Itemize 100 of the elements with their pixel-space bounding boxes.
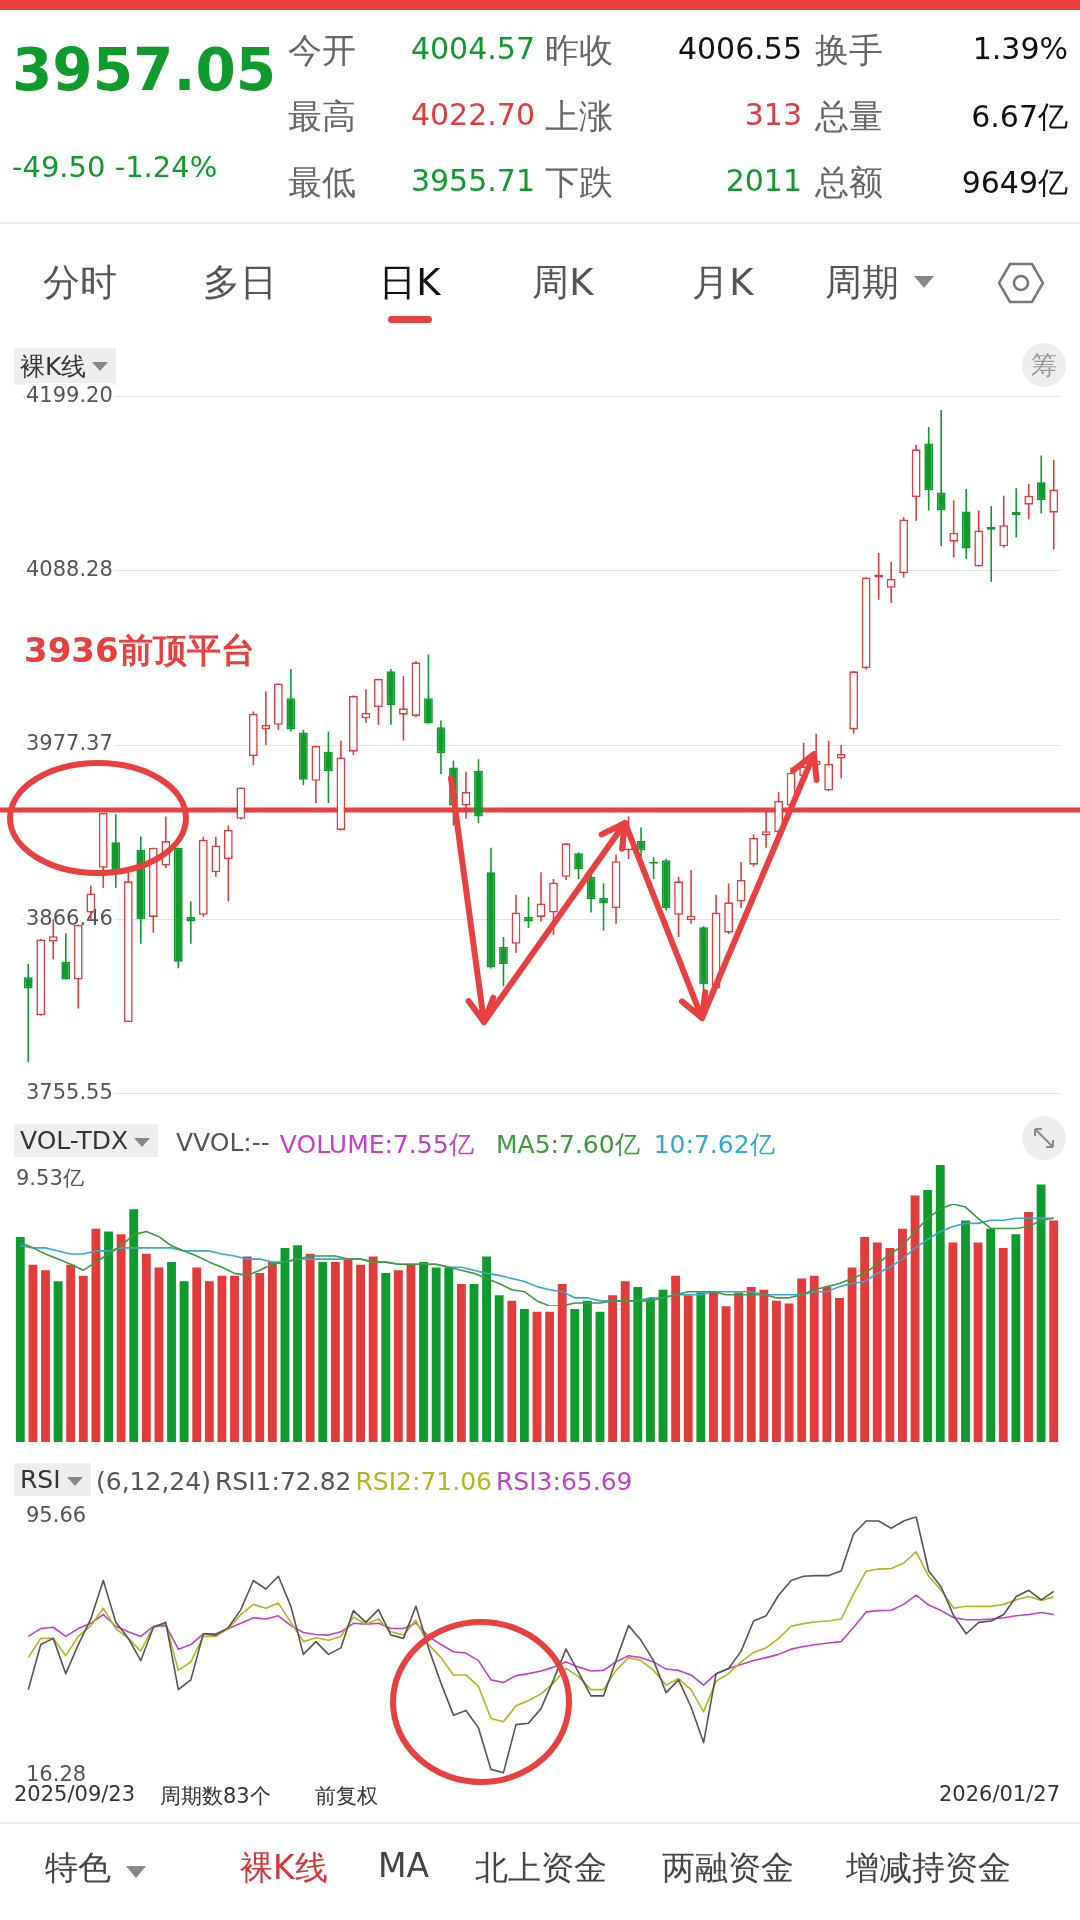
candlestick <box>1024 482 1034 521</box>
bar <box>671 1275 681 1442</box>
bar <box>255 1273 265 1442</box>
bar <box>646 1297 655 1442</box>
bar <box>293 1245 302 1442</box>
text: 2011 <box>725 163 802 198</box>
text: 周K <box>531 260 595 306</box>
bar <box>104 1231 113 1442</box>
candlestick <box>824 739 834 792</box>
y-tick-label: 4088.28 <box>26 557 113 582</box>
text: 下跌 <box>545 161 613 204</box>
bar <box>923 1189 933 1442</box>
candlestick <box>361 688 371 724</box>
text: RSI3:65.69 <box>495 1467 633 1496</box>
bar <box>305 1253 315 1442</box>
bar <box>406 1264 416 1442</box>
candlestick <box>211 835 221 878</box>
chart-subtitle: (6,12,24) <box>96 1467 211 1496</box>
bar <box>192 1267 202 1442</box>
bar <box>330 1261 340 1442</box>
bar <box>734 1292 744 1442</box>
candlestick <box>586 873 596 914</box>
text: 总量 <box>815 95 883 138</box>
bar <box>41 1270 50 1442</box>
text: 3955.71 <box>410 163 535 198</box>
candlestick <box>949 499 959 559</box>
bar <box>872 1242 882 1442</box>
chart-title: VOL-TDX <box>14 1124 159 1157</box>
bar <box>456 1284 466 1442</box>
bar <box>381 1273 391 1442</box>
bar <box>948 1242 958 1442</box>
bar <box>116 1234 126 1442</box>
text: RSI1:72.82 <box>214 1467 352 1496</box>
candlestick <box>536 871 546 923</box>
text: 月K <box>691 260 755 306</box>
bar <box>721 1306 731 1442</box>
text: 今开 <box>288 29 356 72</box>
text: -49.50 -1.24% <box>12 150 218 184</box>
text: 增减持资金 <box>846 1847 1011 1889</box>
bar <box>431 1267 441 1442</box>
text: 多日 <box>202 260 278 306</box>
y-tick-label: 3977.37 <box>26 731 113 756</box>
bar <box>595 1311 605 1442</box>
text: 昨收 <box>545 29 613 72</box>
bar <box>746 1286 756 1442</box>
bar <box>129 1209 139 1442</box>
text: 9649亿 <box>961 164 1068 202</box>
bar <box>835 1297 844 1442</box>
bar <box>53 1281 63 1442</box>
bar <box>230 1275 239 1442</box>
bar <box>570 1309 580 1442</box>
y-tick-label: 4199.20 <box>26 383 113 408</box>
bar <box>167 1261 176 1442</box>
bar <box>935 1165 945 1442</box>
candlestick <box>999 494 1009 549</box>
bar <box>267 1261 277 1442</box>
bar <box>519 1309 529 1442</box>
candlestick <box>599 882 608 932</box>
text: VVOL:-- <box>176 1128 270 1159</box>
text: 4004.57 <box>410 31 535 66</box>
bar <box>242 1256 252 1442</box>
bar <box>772 1300 781 1442</box>
bar <box>998 1248 1008 1442</box>
text: RSI2:71.06 <box>355 1467 492 1496</box>
text: 周期数83个 <box>160 1783 271 1810</box>
text: 前复权 <box>315 1783 378 1810</box>
text: 4006.55 <box>677 31 802 66</box>
y-tick-label: 3755.55 <box>26 1079 113 1104</box>
bar <box>784 1303 794 1442</box>
text: 最低 <box>288 161 356 204</box>
candlestick <box>1036 454 1046 515</box>
text: VOLUME:7.55亿 <box>279 1129 474 1161</box>
text: 换手 <box>815 29 883 72</box>
bar <box>393 1270 403 1442</box>
text: 上涨 <box>545 95 613 138</box>
bar <box>986 1228 996 1442</box>
bar <box>1036 1184 1046 1442</box>
text: 分时 <box>42 260 118 306</box>
bar <box>217 1275 227 1442</box>
bar <box>15 1237 25 1442</box>
text: 总额 <box>815 161 883 204</box>
bar <box>469 1284 479 1442</box>
bar <box>141 1253 151 1442</box>
text: 313 <box>744 97 802 132</box>
bar <box>545 1311 555 1442</box>
candlestick <box>936 409 946 548</box>
bar <box>280 1248 290 1442</box>
text: 周期 <box>824 260 900 306</box>
candlestick <box>324 730 333 804</box>
bar <box>343 1259 353 1442</box>
text: 3957.05 <box>12 36 277 104</box>
text: 裸K线 <box>240 1847 328 1889</box>
candlestick <box>436 719 446 775</box>
bar <box>608 1295 618 1442</box>
bar <box>860 1237 870 1442</box>
candlestick <box>61 932 71 981</box>
bar <box>482 1256 492 1442</box>
candlestick <box>636 826 646 858</box>
bar <box>91 1228 101 1442</box>
text: MA <box>378 1846 430 1885</box>
